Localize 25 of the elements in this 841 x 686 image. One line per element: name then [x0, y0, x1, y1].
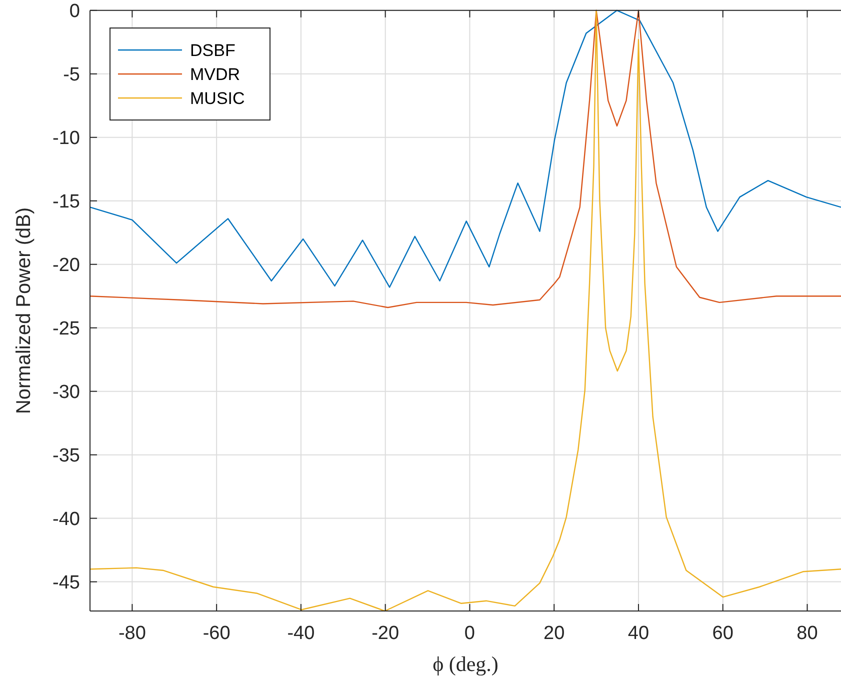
y-tick-label: -15 — [52, 192, 80, 213]
y-tick-label: 0 — [69, 1, 80, 22]
x-tick-label: 60 — [712, 623, 734, 644]
y-tick-label: -45 — [52, 572, 80, 594]
x-tick-label: -60 — [202, 623, 230, 644]
x-axis-title: ϕ (deg.) — [432, 652, 498, 676]
y-axis-title: Normalized Power (dB) — [13, 207, 35, 414]
legend-label: DSBF — [190, 40, 236, 60]
y-tick-label: -20 — [52, 255, 80, 276]
x-tick-label: 20 — [544, 623, 565, 644]
legend-label: MUSIC — [190, 88, 245, 108]
x-tick-label: 0 — [464, 623, 476, 644]
y-tick-label: -40 — [52, 508, 80, 530]
y-tick-label: -35 — [52, 445, 80, 466]
legend-label: MVDR — [190, 64, 240, 84]
y-tick-label: -10 — [52, 128, 80, 150]
x-tick-label: 80 — [796, 623, 818, 644]
y-tick-label: -30 — [52, 382, 80, 403]
x-tick-label: -80 — [118, 623, 146, 644]
x-tick-label: 40 — [628, 623, 650, 644]
y-tick-label: -5 — [63, 64, 80, 86]
x-tick-label: -20 — [372, 623, 400, 644]
x-tick-label: -40 — [287, 623, 315, 644]
y-tick-label: -25 — [52, 318, 80, 340]
line-series — [89, 10, 841, 612]
